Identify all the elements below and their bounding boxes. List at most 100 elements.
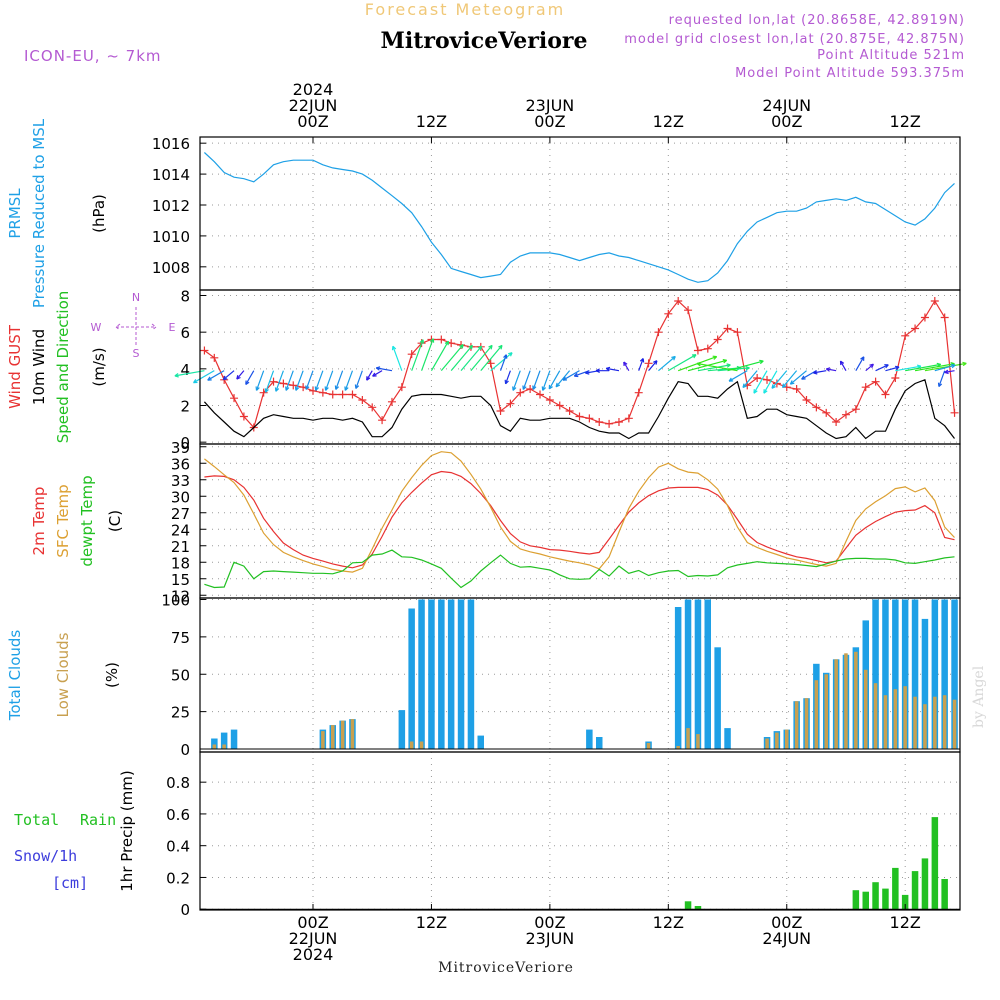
precip-bar — [892, 867, 899, 910]
wind-y-tick-label: 2 — [180, 398, 190, 416]
temperature-y-tick-label: 27 — [171, 505, 190, 523]
clouds-bar — [467, 599, 475, 749]
gust-marker — [674, 297, 683, 305]
clouds-y-tick-label: 100 — [161, 591, 190, 609]
precip-y-tick-label: 0.4 — [166, 838, 190, 856]
wind-arrow — [255, 370, 265, 391]
clouds-bar — [694, 599, 702, 749]
gust-marker — [545, 396, 554, 404]
wind-arrow — [875, 364, 889, 372]
gust-marker — [210, 353, 219, 362]
clouds-axis-label: Total Clouds — [6, 630, 24, 722]
watermark-text: by Angel — [971, 665, 987, 728]
wind-arrow — [450, 345, 473, 372]
gust-marker — [812, 403, 821, 412]
wind-arrowhead — [869, 363, 874, 369]
precip-y-tick-label: 0.2 — [166, 869, 190, 887]
gust-marker — [654, 328, 663, 337]
requested-coords: requested lon,lat (20.8658E, 42.8919N) — [669, 13, 965, 28]
top-time-label: 23JUN — [525, 96, 574, 115]
closest-coords: model grid closest lon,lat (20.875E, 42.… — [624, 32, 965, 47]
pressure-y-tick-label: 1008 — [152, 259, 190, 277]
wind-arrow — [771, 370, 788, 389]
clouds-y-tick-label: 25 — [171, 704, 190, 722]
wind-arrowhead — [937, 382, 943, 388]
clouds-bar — [911, 599, 919, 749]
clouds-bar — [646, 743, 651, 749]
precip-bar — [931, 817, 939, 910]
gust-marker — [891, 374, 900, 382]
gust-marker — [763, 375, 772, 384]
clouds-bar — [824, 674, 828, 750]
clouds-bar — [765, 738, 769, 749]
clouds-bar — [892, 599, 899, 749]
wind-arrowhead — [728, 377, 734, 382]
clouds-bar — [696, 734, 700, 750]
temperature-series-line — [204, 451, 955, 573]
wind-arrowhead — [207, 376, 212, 381]
pressure-axis-label: Pressure Reduced to MSL — [30, 118, 48, 308]
clouds-bar — [913, 696, 917, 749]
top-time-label: 12Z — [653, 112, 684, 131]
clouds-bar — [893, 689, 898, 749]
clouds-bar — [398, 710, 406, 749]
wind-arrow — [193, 370, 215, 384]
wind-arrowhead — [605, 366, 611, 372]
temperature-axis-label: 2m Temp — [30, 487, 48, 556]
wind-arrow — [480, 345, 503, 372]
wind-arrowhead — [503, 354, 508, 359]
temperature-y-tick-label: 12 — [171, 587, 190, 605]
top-time-label: 12Z — [416, 112, 447, 131]
gust-marker — [832, 418, 841, 426]
wind-y-tick-label: 6 — [180, 324, 190, 342]
point-altitude: Point Altitude 521m — [817, 48, 965, 63]
wind-arrow — [245, 370, 255, 385]
wind-arrow — [790, 370, 807, 385]
model-label: ICON-EU, ~ 7km — [24, 47, 162, 65]
wind-arrow — [905, 363, 941, 372]
wind-arrow — [490, 352, 513, 372]
clouds-bar — [220, 732, 228, 749]
gust-marker — [338, 390, 347, 399]
location-title: MitroviceVeriore — [381, 28, 588, 54]
wind-arrowhead — [174, 373, 179, 378]
wind-arrowhead — [459, 344, 464, 349]
gust-marker — [506, 399, 515, 408]
wind-axis-label: (m/s) — [90, 347, 108, 386]
wind-axis-label: Wind GUST — [6, 324, 24, 409]
clouds-bar — [921, 618, 929, 749]
wind-arrow — [305, 370, 314, 390]
clouds-y-tick-label: 75 — [171, 629, 190, 647]
wind-arrowhead — [789, 380, 795, 385]
wind-arrowhead — [532, 385, 537, 390]
gust-marker — [624, 414, 633, 423]
temperature-y-tick-label: 30 — [171, 488, 190, 506]
wind-arrowhead — [372, 372, 377, 377]
wind-arrowhead — [745, 365, 750, 371]
wind-arrow — [562, 370, 580, 381]
gust-marker — [358, 396, 367, 404]
precip-panel: 0 0.2 0.4 0.6 0.8 1hr Precip (mm) Total RainSno… — [14, 751, 961, 919]
top-time-label: 12Z — [890, 112, 921, 131]
clouds-bar — [903, 686, 907, 749]
wind-arrowhead — [305, 385, 310, 390]
wind-arrowhead — [429, 338, 435, 343]
gust-marker — [239, 412, 248, 421]
wind-arrowhead — [951, 363, 956, 369]
wind-arrowhead — [825, 367, 831, 372]
bottom-time-label: 12Z — [890, 913, 921, 932]
clouds-axis-label: (%) — [103, 662, 121, 688]
wind-arrowhead — [236, 375, 241, 380]
wind-arrow — [606, 367, 620, 372]
wind-arrowhead — [366, 376, 371, 381]
wind-arrow — [460, 345, 483, 372]
gust-marker — [911, 324, 920, 333]
clouds-bar — [854, 651, 858, 749]
compass-east: E — [169, 321, 176, 334]
wind-panel: 0 2 4 6 8 Wind GUST 10m Wind Speed and Directio… — [6, 288, 967, 452]
wind-arrow — [315, 370, 324, 391]
wind-arrow — [532, 370, 541, 390]
gust-marker — [486, 359, 495, 368]
gust-marker — [753, 374, 762, 382]
clouds-bar — [864, 669, 868, 749]
